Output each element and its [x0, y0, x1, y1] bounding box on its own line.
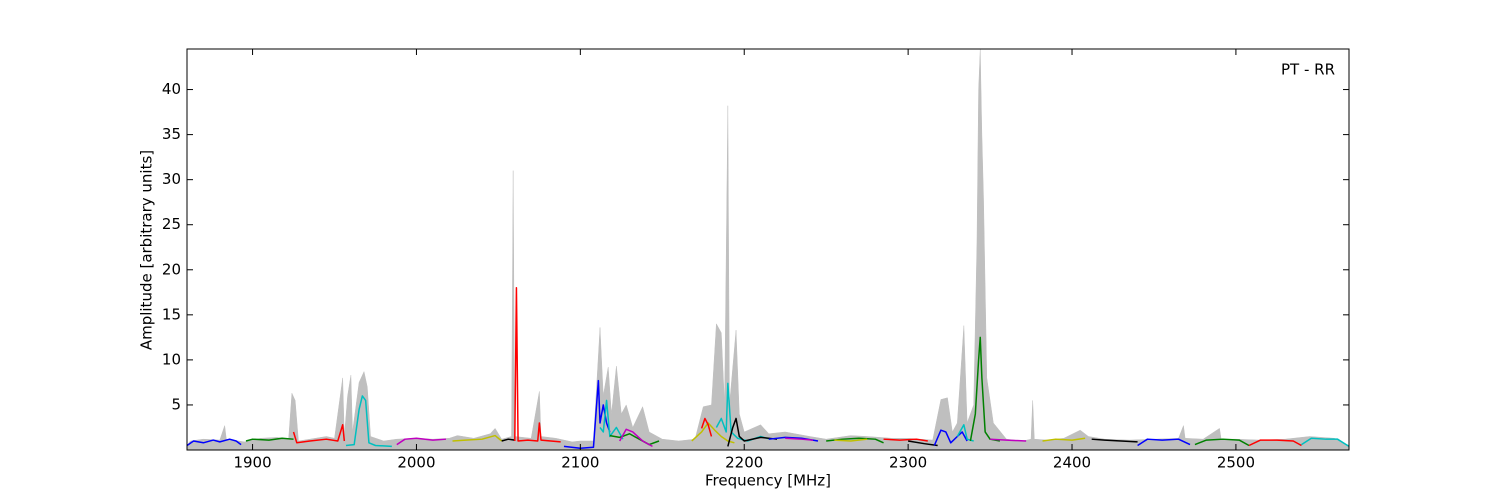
- area: [187, 49, 1349, 450]
- line: [345, 395, 392, 448]
- line: [700, 417, 713, 437]
- line: [619, 428, 653, 448]
- y-tick-label: 40: [162, 80, 181, 98]
- x-tick-label: 2200: [725, 454, 763, 472]
- line: [292, 424, 346, 444]
- line: [883, 438, 928, 442]
- x-tick-label: 2400: [1053, 454, 1091, 472]
- line: [501, 438, 515, 442]
- line: [908, 440, 938, 447]
- y-tick-label: 15: [162, 305, 181, 323]
- x-tick-label: 2000: [397, 454, 435, 472]
- line: [396, 437, 447, 446]
- y-tick-label: 5: [171, 395, 181, 413]
- line: [563, 379, 611, 449]
- annotation: PT - RR: [1281, 61, 1335, 79]
- line: [1042, 437, 1086, 442]
- line: [727, 417, 778, 447]
- y-tick-label: 20: [162, 260, 181, 278]
- x-tick-label: 2500: [1217, 454, 1255, 472]
- x-tick-label: 2300: [889, 454, 927, 472]
- x-axis-label: Frequency [MHz]: [705, 472, 831, 490]
- line: [1137, 438, 1191, 447]
- plot-area: [187, 49, 1349, 450]
- x-tick-label: 1900: [233, 454, 271, 472]
- line: [1301, 437, 1349, 448]
- y-tick-label: 30: [162, 170, 181, 188]
- line: [1091, 438, 1138, 443]
- line: [514, 287, 561, 443]
- y-tick-label: 10: [162, 350, 181, 368]
- line: [1194, 438, 1250, 447]
- y-tick-label: 35: [162, 125, 181, 143]
- line: [452, 434, 503, 442]
- line: [1248, 439, 1302, 447]
- line: [245, 437, 294, 442]
- line: [933, 429, 968, 446]
- line: [990, 438, 1027, 442]
- y-axis-label: Amplitude [arbitrary units]: [138, 150, 156, 350]
- axes-frame: [186, 48, 1350, 451]
- y-tick-label: 25: [162, 215, 181, 233]
- line: [785, 437, 814, 441]
- line: [834, 438, 868, 442]
- line: [691, 422, 735, 444]
- line: [599, 399, 624, 440]
- line: [969, 336, 1001, 442]
- x-tick-label: 2100: [561, 454, 599, 472]
- line: [187, 438, 242, 447]
- line: [609, 433, 660, 446]
